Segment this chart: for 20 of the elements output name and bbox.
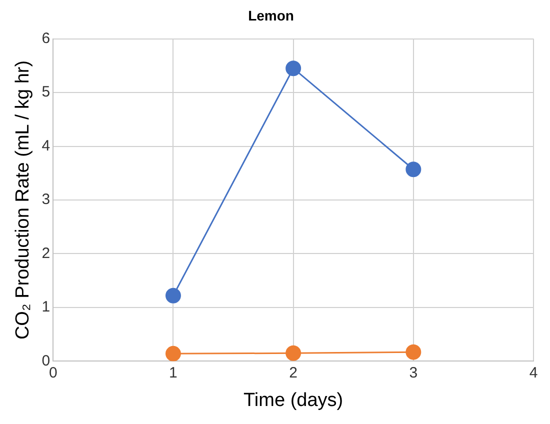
x-tick-label: 1 <box>169 364 178 382</box>
y-tick-label: 2 <box>42 244 50 262</box>
y-tick-label: 5 <box>42 84 50 101</box>
point <box>165 288 181 304</box>
y-tick-label: 3 <box>42 191 50 208</box>
chart-title: Lemon <box>248 7 294 24</box>
point <box>165 346 181 362</box>
x-tick-label: 2 <box>289 364 298 382</box>
point <box>286 60 302 76</box>
x-tick-label: 3 <box>409 364 418 382</box>
x-axis-title: Time (days) <box>244 390 344 411</box>
point <box>286 345 302 361</box>
y-tick-label: 1 <box>42 298 50 316</box>
y-axis-title: CO₂ Production Rate (mL / kg hr) <box>12 60 34 340</box>
x-tick-label: 4 <box>529 364 538 382</box>
y-tick-label: 4 <box>42 137 50 154</box>
point <box>406 162 422 178</box>
y-tick-label: 0 <box>42 352 50 370</box>
y-tick-label: 6 <box>42 30 50 47</box>
point <box>406 344 422 360</box>
